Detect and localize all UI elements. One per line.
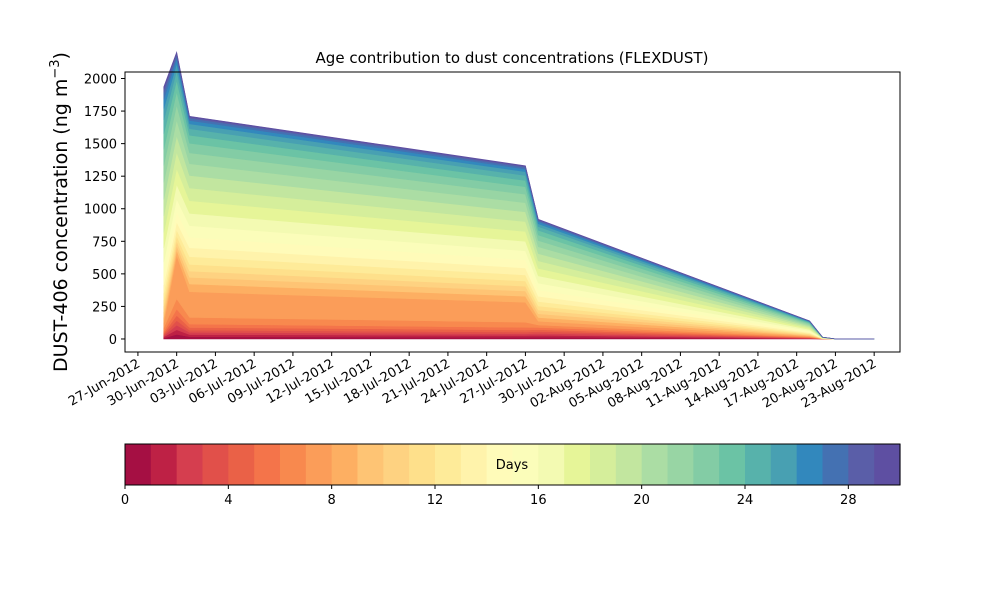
y-tick-label: 500 <box>92 268 117 283</box>
y-tick-label: 1000 <box>84 203 117 218</box>
y-axis-label-close: ) <box>50 52 72 59</box>
colorbar-segment <box>435 444 462 485</box>
colorbar-segment <box>564 444 591 485</box>
colorbar-tick-label: 0 <box>121 493 129 508</box>
colorbar-tick-label: 4 <box>224 493 232 508</box>
colorbar-segment <box>641 444 669 485</box>
colorbar-segment <box>874 444 901 485</box>
colorbar-segment <box>615 444 643 485</box>
y-tick-label: 2000 <box>84 73 117 88</box>
colorbar-segment <box>590 444 617 485</box>
colorbar-segment <box>176 444 204 485</box>
colorbar-segment <box>848 444 875 485</box>
y-tick-label: 250 <box>92 300 117 315</box>
colorbar-segment <box>280 444 307 485</box>
colorbar-tick-label: 16 <box>530 493 547 508</box>
colorbar-frame <box>124 443 901 486</box>
colorbar-segment <box>409 444 436 485</box>
colorbar-segment <box>693 444 720 485</box>
y-axis-label-main: DUST-406 concentration (ng m <box>50 79 72 372</box>
y-tick-label: 0 <box>109 333 117 348</box>
y-tick-label: 1500 <box>84 138 117 153</box>
area-age-29 <box>163 51 875 340</box>
colorbar-segment <box>383 444 410 485</box>
colorbar-segment <box>228 444 255 485</box>
x-axis: 27-Jun-201230-Jun-201203-Jul-201206-Jul-… <box>66 352 879 412</box>
colorbar-segment <box>667 444 694 485</box>
colorbar-tick-label: 8 <box>328 493 336 508</box>
y-axis-label-superscript: −3 <box>48 59 63 78</box>
chart-title: Age contribution to dust concentrations … <box>316 49 709 67</box>
plot-frame <box>124 71 901 353</box>
y-tick-label: 1750 <box>84 105 117 120</box>
colorbar-segment <box>357 444 384 485</box>
y-tick-label: 1250 <box>84 170 117 185</box>
colorbar-segment <box>770 444 798 485</box>
stacked-areas <box>163 51 875 340</box>
y-tick-label: 750 <box>92 235 117 250</box>
colorbar-segment <box>150 444 178 485</box>
colorbar-tick-label: 24 <box>737 493 754 508</box>
colorbar-segment <box>125 444 152 485</box>
colorbar-segment <box>486 444 514 485</box>
y-axis-label: DUST-406 concentration (ng m−3) <box>48 52 72 372</box>
colorbar-segment <box>538 444 565 485</box>
colorbar-segment <box>822 444 849 485</box>
colorbar-segment <box>796 444 824 485</box>
colorbar-segment <box>512 444 539 485</box>
colorbar-label: Days <box>496 458 529 473</box>
colorbar-segment <box>202 444 229 485</box>
colorbar-segment <box>305 444 333 485</box>
colorbar-tick-label: 28 <box>840 493 857 508</box>
colorbar-tick-label: 12 <box>427 493 444 508</box>
colorbar-segment <box>331 444 359 485</box>
colorbar-tick-label: 20 <box>633 493 650 508</box>
colorbar-segment <box>745 444 772 485</box>
y-axis: 0 250 500 750 1000 1250 1500 1750 2000 <box>84 73 125 348</box>
colorbar: 0 4 8 12 16 20 24 28 <box>121 443 901 508</box>
colorbar-segment <box>460 444 488 485</box>
colorbar-segment <box>719 444 746 485</box>
colorbar-segment <box>254 444 281 485</box>
